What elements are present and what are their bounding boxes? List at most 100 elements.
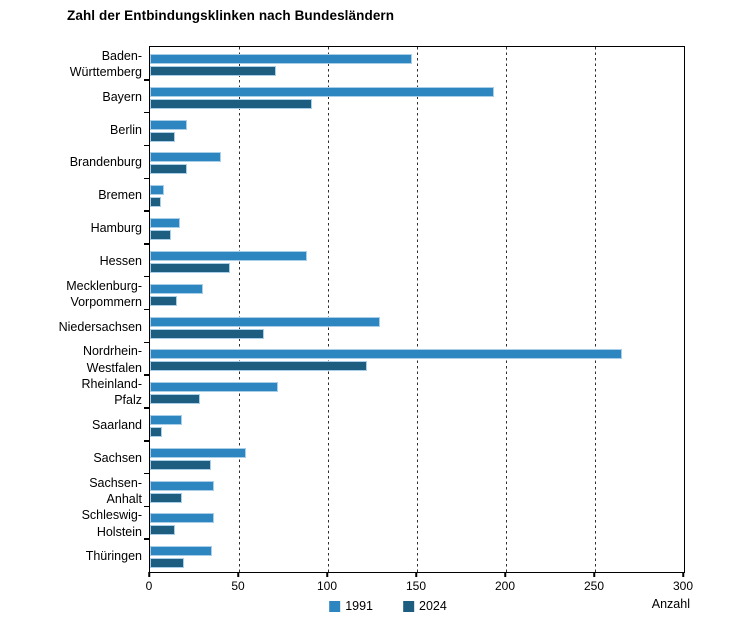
- gridline-250: [595, 47, 596, 572]
- x-axis-tick-label: 100: [316, 579, 338, 593]
- gridline-50: [239, 47, 240, 572]
- chart-row: [150, 113, 684, 146]
- category-label: Niedersachsen: [58, 319, 142, 334]
- bar-2024: [150, 98, 312, 109]
- bar-2024: [150, 295, 177, 306]
- x-axis-tick: [148, 572, 150, 577]
- y-axis-tick: [144, 472, 150, 475]
- category-label: Nordrhein- Westfalen: [82, 344, 142, 375]
- bar-2024: [150, 164, 188, 175]
- category-label: Berlin: [110, 122, 142, 137]
- chart-row: [150, 178, 684, 211]
- x-axis-tick: [593, 572, 595, 577]
- y-axis-tick: [144, 407, 150, 409]
- chart-row: [150, 408, 684, 441]
- category-label: Mecklenburg- Vorpommern: [66, 278, 142, 309]
- legend-swatch-icon: [403, 600, 414, 612]
- chart-row: [150, 310, 684, 343]
- y-axis-tick: [144, 341, 150, 344]
- bar-1991: [150, 480, 215, 491]
- category-label: Bayern: [102, 89, 142, 104]
- x-axis-tick: [415, 572, 417, 577]
- y-axis-tick: [144, 210, 150, 212]
- y-axis-tick: [144, 111, 150, 114]
- bar-2024: [150, 230, 172, 241]
- chart-row: [150, 277, 684, 310]
- category-label: Bremen: [98, 188, 142, 203]
- plot-area: [144, 46, 685, 573]
- y-axis-tick: [144, 308, 150, 311]
- legend-label: 2024: [419, 599, 447, 613]
- x-axis-unit-label: Anzahl: [651, 597, 690, 611]
- bar-1991: [150, 185, 165, 196]
- bar-2024: [150, 426, 163, 437]
- y-axis-tick: [144, 538, 150, 540]
- bar-2024: [150, 328, 264, 339]
- chart-row: [150, 375, 684, 408]
- x-axis-tick: [326, 572, 328, 577]
- bar-1991: [150, 382, 279, 393]
- y-axis-tick: [144, 374, 150, 376]
- y-axis-tick: [144, 243, 150, 245]
- y-axis-tick: [144, 440, 150, 442]
- bar-1991: [150, 316, 380, 327]
- chart-row: [150, 474, 684, 507]
- category-label: Hamburg: [90, 220, 142, 235]
- bar-2024: [150, 131, 175, 142]
- y-axis-tick: [144, 505, 150, 508]
- legend-label: 1991: [345, 599, 373, 613]
- chart-row: [150, 539, 684, 572]
- x-axis-tick: [237, 572, 239, 577]
- x-axis-tick: [682, 572, 684, 577]
- legend-item-2024: 2024: [403, 599, 447, 613]
- category-label: Sachsen: [93, 450, 142, 465]
- y-axis-tick: [144, 275, 150, 278]
- x-axis-tick-label: 300: [672, 579, 694, 593]
- bar-1991: [150, 86, 494, 97]
- bar-1991: [150, 152, 222, 163]
- bar-2024: [150, 558, 184, 569]
- category-label: Brandenburg: [69, 155, 142, 170]
- chart-row: [150, 244, 684, 277]
- y-axis-tick: [144, 79, 150, 81]
- bar-1991: [150, 250, 307, 261]
- legend: 1991 2024: [329, 599, 447, 613]
- gridline-150: [417, 47, 418, 572]
- chart-row: [150, 145, 684, 178]
- bar-2024: [150, 492, 183, 503]
- x-axis-tick-label: 50: [231, 579, 245, 593]
- x-axis-tick-label: 200: [494, 579, 516, 593]
- category-label: Thüringen: [85, 549, 142, 564]
- category-label: Sachsen- Anhalt: [89, 475, 142, 506]
- bar-2024: [150, 361, 368, 372]
- category-label: Rheinland- Pfalz: [81, 376, 142, 408]
- chart-title: Zahl der Entbindungsklinken nach Bundesl…: [67, 8, 395, 23]
- y-axis-tick: [144, 144, 150, 147]
- chart-row: [150, 80, 684, 113]
- y-axis-tick: [144, 177, 150, 179]
- bar-1991: [150, 447, 247, 458]
- gridline-200: [506, 47, 507, 572]
- chart-row: [150, 441, 684, 474]
- bar-1991: [150, 119, 188, 130]
- category-label: Hessen: [99, 253, 142, 268]
- bar-1991: [150, 283, 204, 294]
- bar-1991: [150, 349, 622, 360]
- bar-1991: [150, 218, 181, 229]
- bar-2024: [150, 525, 175, 536]
- legend-swatch-icon: [329, 600, 341, 612]
- gridline-100: [328, 47, 329, 572]
- bar-2024: [150, 66, 277, 76]
- bar-2024: [150, 197, 161, 208]
- bar-2024: [150, 262, 231, 273]
- x-axis-tick: [504, 572, 506, 577]
- chart-row: [150, 47, 684, 80]
- legend-item-1991: 1991: [329, 599, 373, 613]
- bar-1991: [150, 54, 412, 64]
- category-label: Baden- Württemberg: [69, 48, 142, 79]
- x-axis-tick-label: 250: [583, 579, 605, 593]
- bar-2024: [150, 394, 200, 405]
- chart-row: [150, 506, 684, 539]
- category-label: Saarland: [91, 417, 142, 432]
